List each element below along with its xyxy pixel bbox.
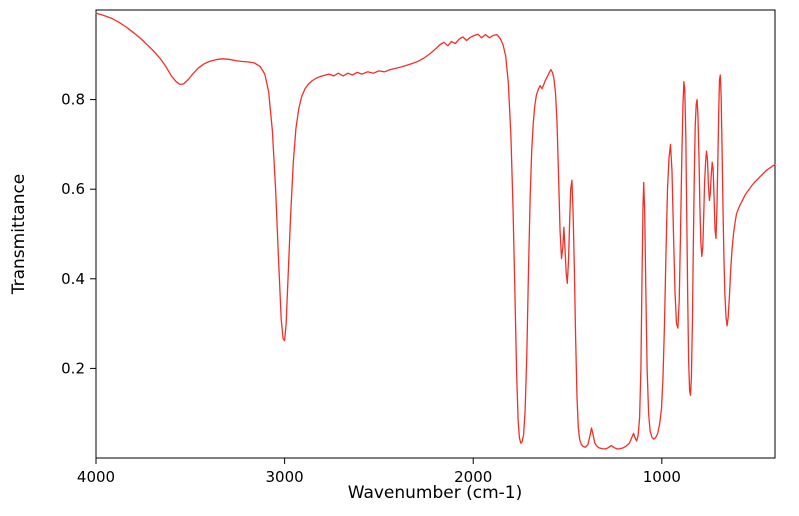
- spectrum-line: [95, 12, 776, 450]
- plot-area: [95, 9, 776, 459]
- y-tick-label: 0.8: [61, 91, 85, 109]
- y-tick-label: 0.4: [61, 270, 85, 288]
- y-axis-label: Transmittance: [9, 174, 29, 296]
- x-tick-label: 1000: [643, 468, 681, 486]
- x-tick-label: 2000: [454, 468, 492, 486]
- axis-ticks: 4000 3000 2000 1000 0.2 0.4 0.6 0.8: [61, 91, 681, 486]
- y-tick-label: 0.2: [61, 359, 85, 377]
- x-axis-label: Wavenumber (cm-1): [348, 483, 523, 503]
- x-tick-label: 4000: [77, 468, 115, 486]
- y-tick-label: 0.6: [61, 180, 85, 198]
- x-tick-label: 3000: [266, 468, 304, 486]
